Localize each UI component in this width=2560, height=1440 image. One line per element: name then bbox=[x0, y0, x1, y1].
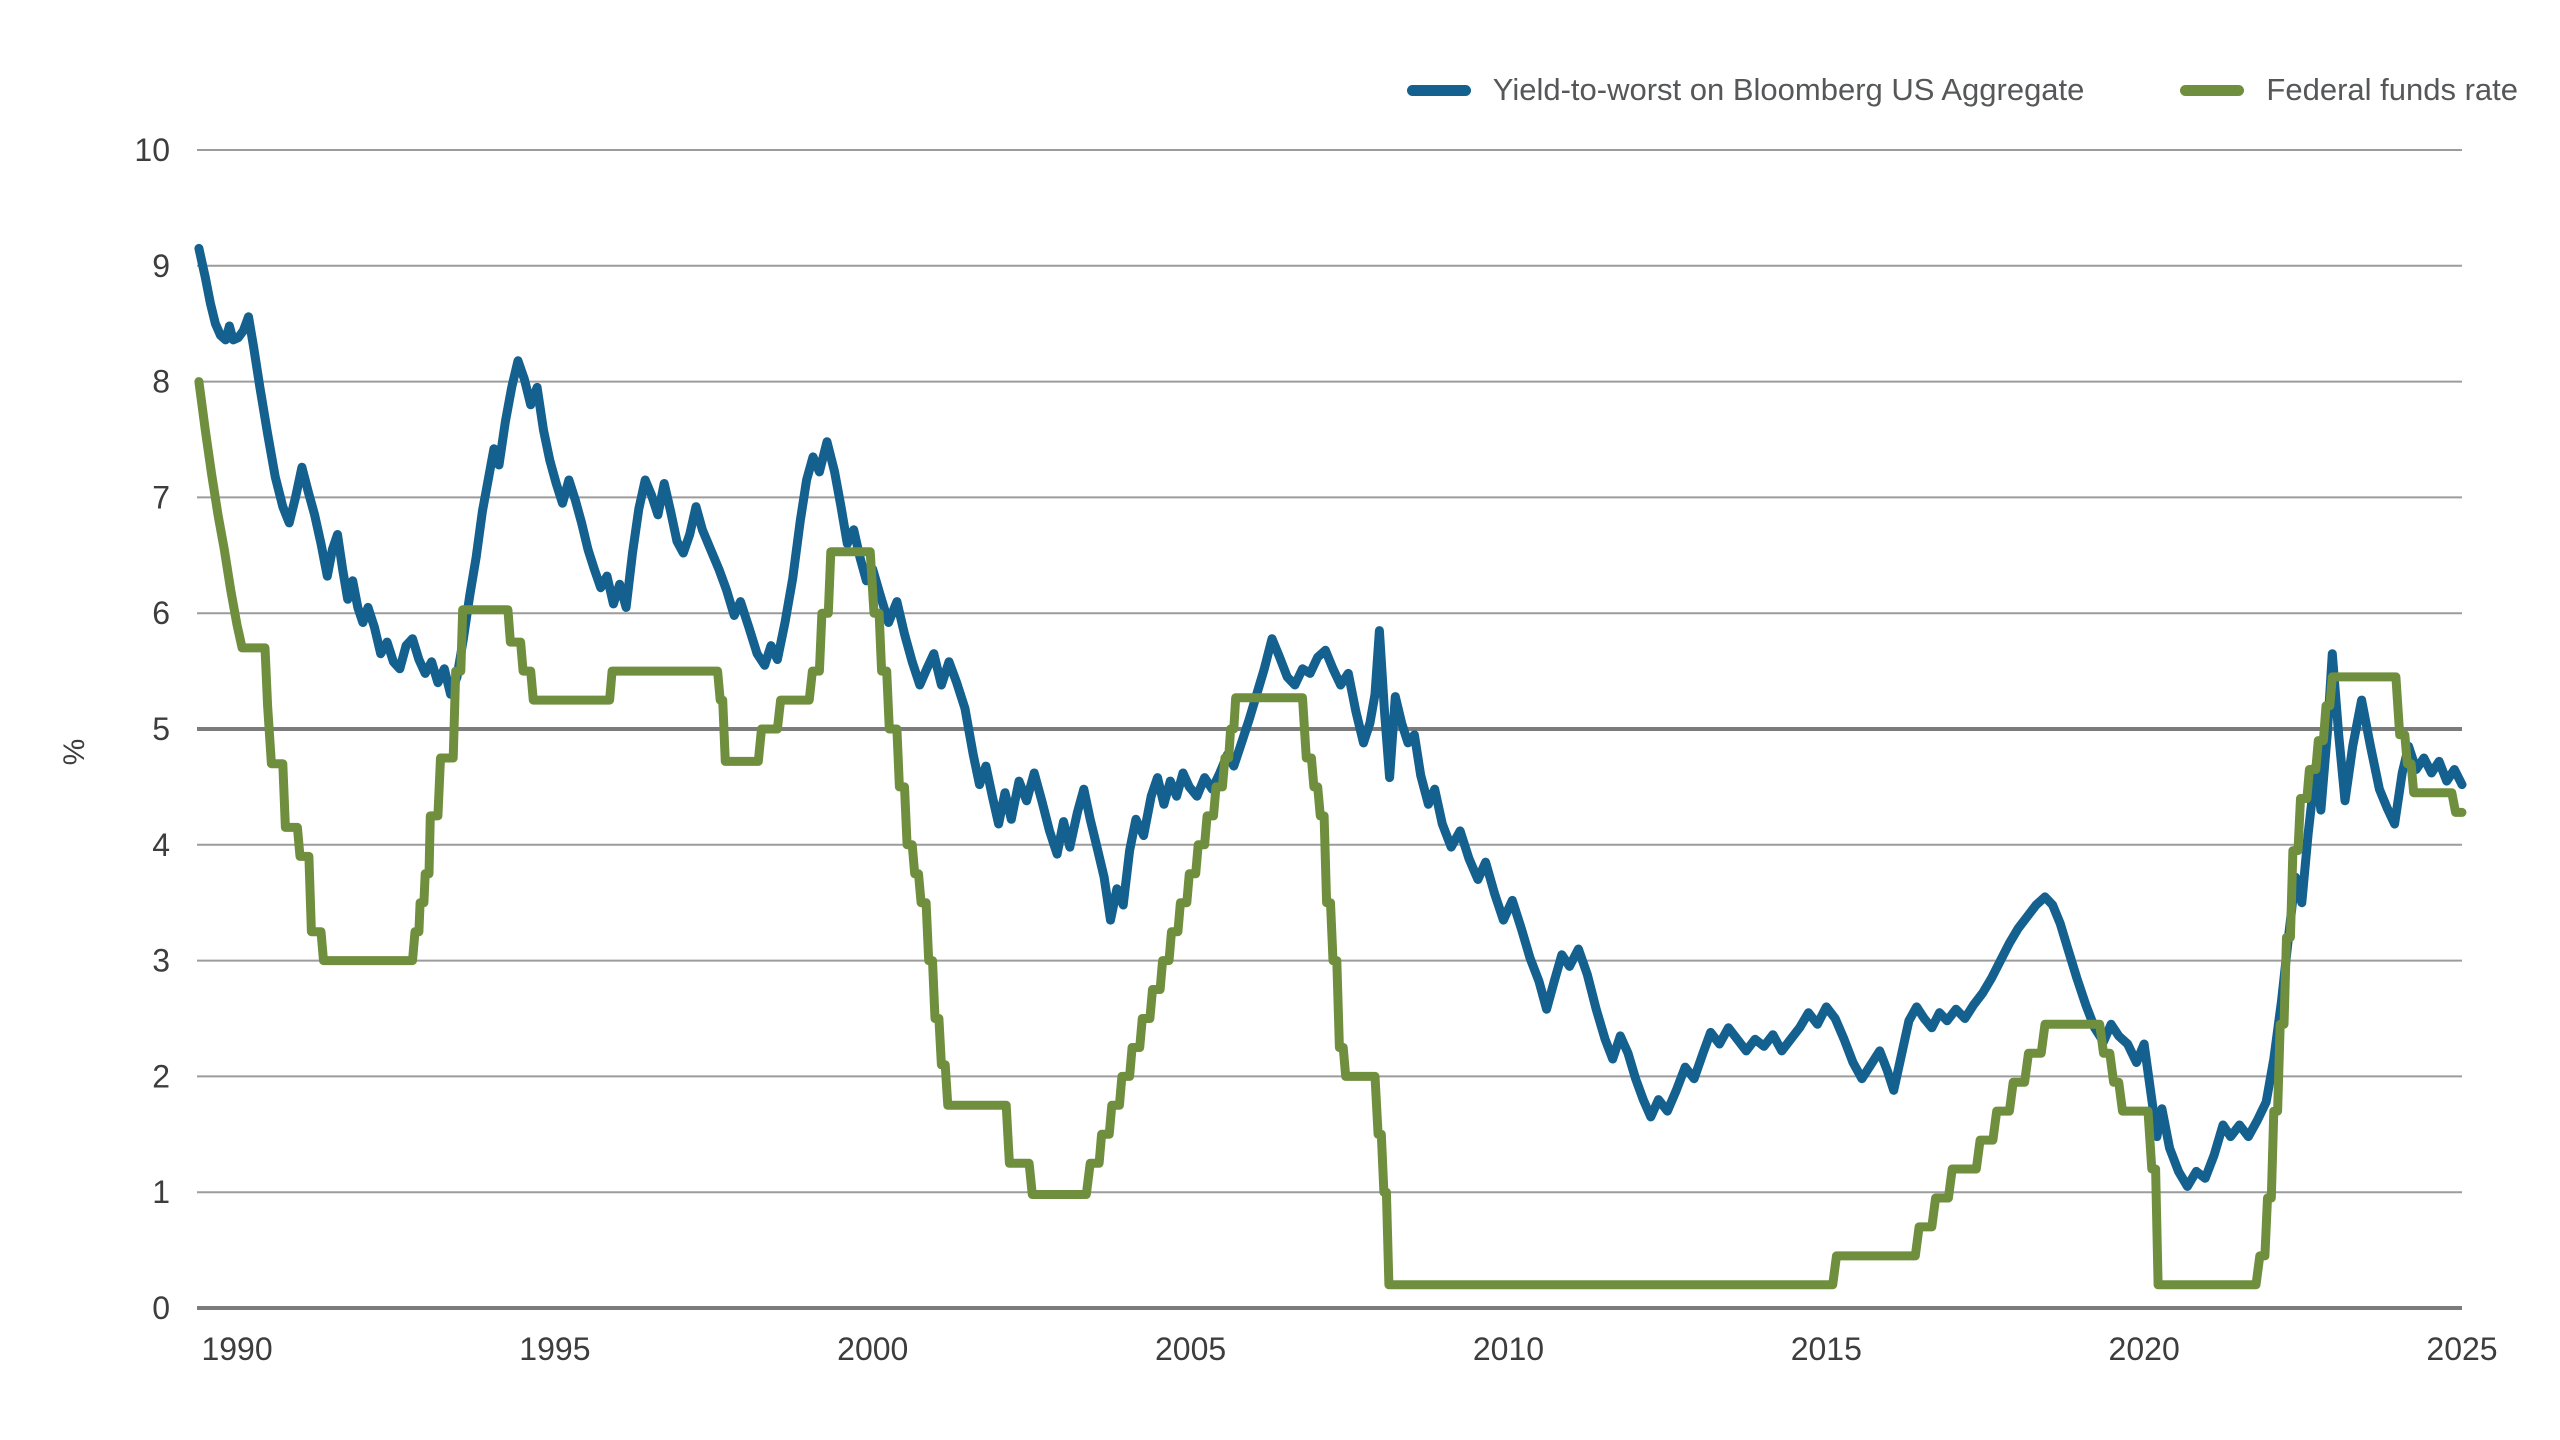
y-tick-label-2: 2 bbox=[152, 1058, 170, 1094]
x-tick-label-2000: 2000 bbox=[837, 1331, 908, 1367]
y-tick-label-5: 5 bbox=[152, 711, 170, 747]
x-tick-label-2015: 2015 bbox=[1791, 1331, 1862, 1367]
y-tick-label-8: 8 bbox=[152, 364, 170, 400]
x-tick-label-1995: 1995 bbox=[519, 1331, 590, 1367]
y-tick-label-10: 10 bbox=[134, 132, 170, 168]
y-tick-label-6: 6 bbox=[152, 595, 170, 631]
x-tick-label-2020: 2020 bbox=[2109, 1331, 2180, 1367]
x-axis-tick-labels: 1990 1995 2000 2005 2010 2015 2020 2025 bbox=[201, 1331, 2497, 1367]
series-lines bbox=[194, 243, 2467, 1290]
x-tick-label-2025: 2025 bbox=[2426, 1331, 2497, 1367]
series-line-yield-to-worst-on-bloomberg-us-aggregate bbox=[194, 243, 2467, 1191]
x-tick-label-2010: 2010 bbox=[1473, 1331, 1544, 1367]
x-tick-label-1990: 1990 bbox=[201, 1331, 272, 1367]
legend-label: Yield-to-worst on Bloomberg US Aggregate bbox=[1492, 72, 2085, 107]
y-tick-label-9: 9 bbox=[152, 248, 170, 284]
y-tick-label-3: 3 bbox=[152, 943, 170, 979]
y-axis-title: % bbox=[58, 739, 91, 766]
x-tick-label-2005: 2005 bbox=[1155, 1331, 1226, 1367]
y-tick-label-0: 0 bbox=[152, 1290, 170, 1326]
y-axis-tick-labels: 0 1 2 3 4 5 6 7 8 9 10 bbox=[134, 132, 170, 1326]
legend-item-federal-funds-rate: Federal funds rate bbox=[2180, 72, 2518, 108]
y-tick-label-4: 4 bbox=[152, 827, 170, 863]
green-line-swatch-icon bbox=[2180, 84, 2245, 96]
legend: Yield-to-worst on Bloomberg US Aggregate… bbox=[1406, 72, 2518, 108]
gridlines bbox=[197, 149, 2462, 1310]
series-line-federal-funds-rate bbox=[194, 377, 2467, 1290]
y-tick-label-7: 7 bbox=[152, 479, 170, 515]
legend-label: Federal funds rate bbox=[2266, 72, 2518, 107]
legend-item-yield-to-worst: Yield-to-worst on Bloomberg US Aggregate bbox=[1406, 72, 2085, 108]
y-tick-label-1: 1 bbox=[152, 1174, 170, 1210]
blue-line-swatch-icon bbox=[1406, 84, 1471, 96]
